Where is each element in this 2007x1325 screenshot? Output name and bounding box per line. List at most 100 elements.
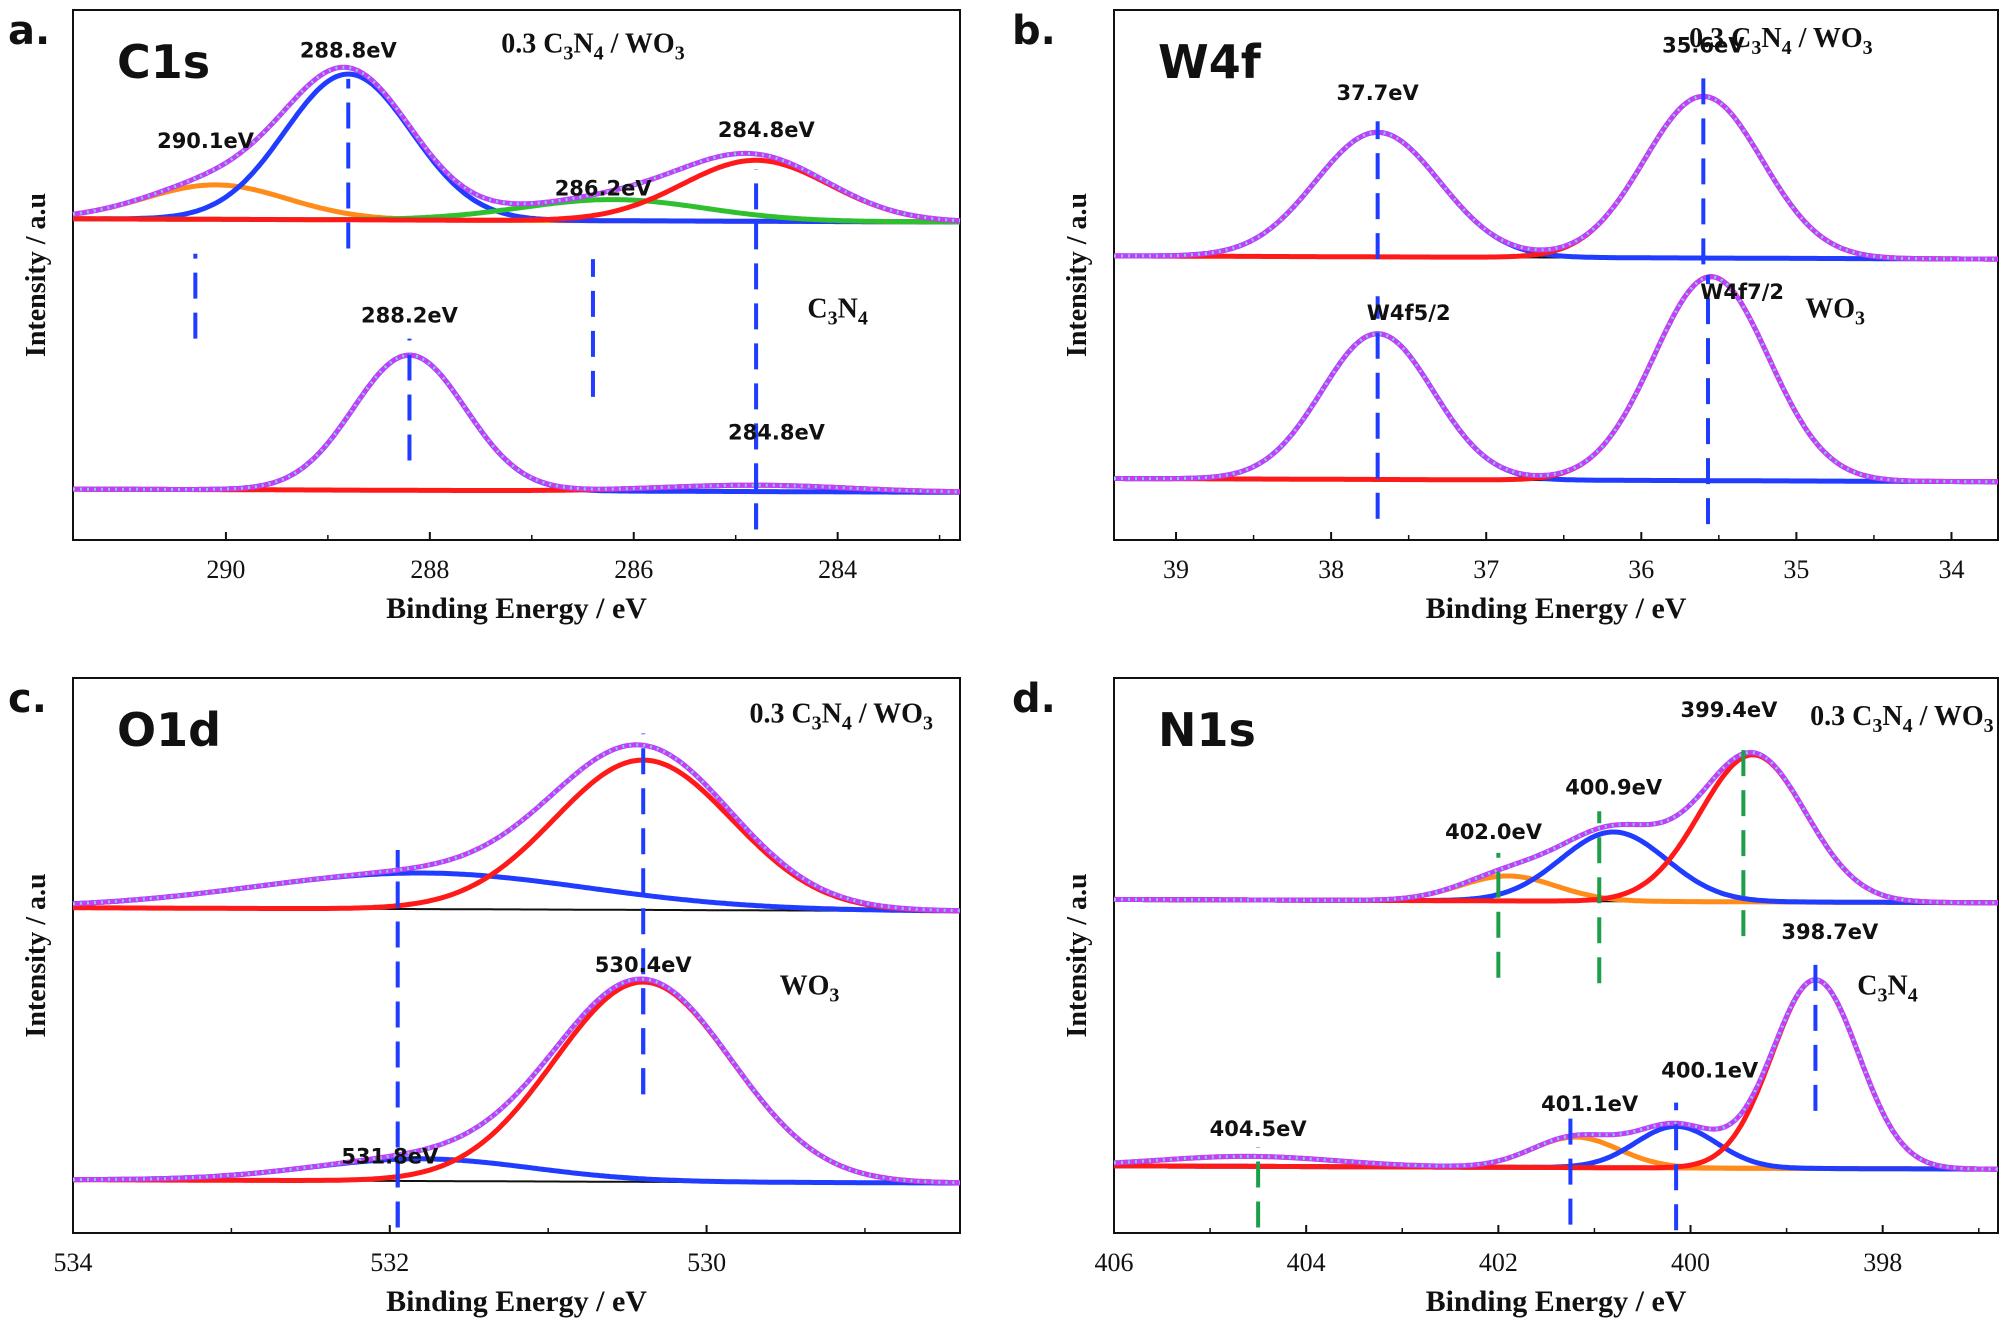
x-tick-label: 400	[1671, 1248, 1710, 1277]
raw-data-points	[1114, 275, 1998, 484]
fit-envelope	[73, 976, 960, 1186]
y-axis-label: Intensity / a.u	[1062, 873, 1093, 1037]
series-reference: W4f5/2 W4f7/2 WO3	[1114, 274, 1998, 525]
fit-component-peak-399.4	[1113, 752, 1998, 906]
panel-label: b.	[1012, 8, 1056, 54]
series-reference: 530.4eV 531.8eV WO3	[73, 953, 960, 1228]
series-composite: 402.0eV 400.9eV 399.4eV 0.3 C3N4 / WO3	[1113, 698, 1998, 984]
panel-title: O1d	[117, 703, 221, 757]
chart-c: 534 532 530 Binding Energy / eV Intensity / …	[8, 676, 961, 1318]
plot-frame	[1113, 677, 1999, 1234]
peak-label: 402.0eV	[1445, 820, 1543, 844]
x-tick-label: 406	[1095, 1248, 1134, 1277]
raw-data-dotted	[1114, 93, 1998, 262]
panel-title: W4f	[1158, 35, 1262, 89]
chart-b: 39 38 37 36 35 34 Binding Energy / eV Intensity…	[1012, 8, 1999, 625]
panel-label: d.	[1012, 676, 1056, 722]
y-axis-label: Intensity / a.u	[21, 873, 52, 1037]
fit-component-peak-288.2	[73, 352, 960, 495]
x-tick-label: 398	[1863, 1248, 1902, 1277]
x-axis-label: Binding Energy / eV	[386, 1285, 647, 1318]
plot-frame	[72, 677, 961, 1234]
fit-component-peak-530.4	[73, 979, 960, 1186]
x-tick-label: 534	[54, 1248, 93, 1277]
panel-title: N1s	[1158, 703, 1256, 757]
series-reference: 288.2eV 284.8eV C3N4	[73, 293, 961, 530]
sample-label: WO3	[780, 970, 840, 1006]
raw-data-points	[73, 353, 961, 494]
peak-label: 37.7eV	[1336, 81, 1419, 105]
raw-data-points	[72, 743, 961, 913]
panel-c1s: 290 288 286 284 Binding Energy / eV Intensity…	[0, 0, 1003, 662]
x-axis-label: Binding Energy / eV	[1426, 592, 1687, 625]
fit-component-peak-400.9	[1113, 829, 1998, 906]
panel-title: C1s	[117, 35, 210, 89]
x-tick-label: 34	[1938, 555, 1964, 584]
chart-a: 290 288 286 284 Binding Energy / eV Intensity…	[8, 8, 961, 625]
raw-data-points	[1113, 750, 1998, 905]
panel-o1d: 534 532 530 Binding Energy / eV Intensity / …	[0, 663, 1003, 1325]
plot-frame	[72, 9, 961, 541]
x-tick-label: 36	[1628, 555, 1654, 584]
fit-component-peak-284.8	[73, 157, 961, 224]
peak-label: 288.2eV	[361, 304, 459, 328]
peak-label: 286.2eV	[555, 177, 653, 201]
x-tick-label: 290	[206, 555, 245, 584]
x-tick-label: 288	[410, 555, 449, 584]
raw-data-points	[1114, 94, 1998, 261]
sample-label: 0.3 C3N4 / WO3	[501, 28, 685, 64]
fit-component-peak-37.7	[1114, 129, 1998, 262]
series-composite: 0.3 C3N4 / WO3	[72, 698, 961, 1228]
panel-label: a.	[8, 8, 50, 54]
peak-label: 401.1eV	[1541, 1092, 1639, 1116]
sample-label: C3N4	[1857, 970, 1917, 1006]
peak-label: W4f7/2	[1700, 280, 1784, 304]
panel-n1s: 406 404 402 400 398 Binding Energy / eV Intens…	[1004, 663, 2007, 1325]
series-reference: 404.5eV 401.1eV 400.1eV 398.7eV C3N4	[1113, 920, 1998, 1231]
peak-label: 400.1eV	[1661, 1059, 1759, 1083]
sample-label: 0.3 C3N4 / WO3	[1810, 701, 1994, 737]
fit-envelope	[73, 352, 961, 495]
peak-label: 398.7eV	[1781, 920, 1879, 944]
sample-label: 0.3 C3N4 / WO3	[1689, 23, 1873, 59]
fit-component-W4f7/2	[1114, 274, 1998, 485]
plot-frame	[1113, 9, 1999, 541]
fit-envelope	[1114, 93, 1998, 262]
x-tick-label: 404	[1287, 1248, 1326, 1277]
x-tick-label: 38	[1318, 555, 1344, 584]
x-tick-label: 35	[1783, 555, 1809, 584]
raw-data-dotted	[73, 976, 960, 1186]
peak-label: 531.8eV	[341, 1145, 439, 1169]
sample-label: WO3	[1805, 293, 1865, 329]
fit-component-W4f5/2	[1114, 331, 1998, 485]
sample-label: C3N4	[807, 293, 867, 329]
raw-data-dotted	[1114, 274, 1998, 485]
fit-envelope	[72, 64, 961, 224]
chart-d: 406 404 402 400 398 Binding Energy / eV Intens…	[1012, 676, 1999, 1318]
peak-label: 530.4eV	[595, 953, 693, 977]
peak-label: 288.8eV	[300, 39, 398, 63]
fit-envelope	[72, 742, 961, 914]
raw-data-dotted	[1113, 749, 1998, 906]
peak-label: 400.9eV	[1565, 776, 1663, 800]
peak-label: W4f5/2	[1367, 301, 1451, 325]
peak-label: 284.8eV	[728, 420, 826, 444]
raw-data-points	[1113, 978, 1998, 1171]
peak-label: 404.5eV	[1210, 1117, 1308, 1141]
fit-component-peak-35.6	[1114, 93, 1998, 262]
fit-envelope	[1113, 749, 1998, 906]
x-tick-label: 530	[687, 1248, 726, 1277]
x-tick-label: 37	[1473, 555, 1499, 584]
y-axis-label: Intensity / a.u	[1062, 193, 1093, 357]
x-axis-label: Binding Energy / eV	[386, 592, 647, 625]
peak-label: 35.6eV	[1662, 33, 1745, 57]
fit-envelope	[1114, 274, 1998, 485]
sample-label: 0.3 C3N4 / WO3	[749, 698, 933, 734]
x-tick-label: 286	[614, 555, 653, 584]
raw-data-points	[73, 977, 960, 1185]
x-tick-label: 284	[818, 555, 857, 584]
peak-label: 284.8eV	[718, 118, 816, 142]
peak-label: 290.1eV	[157, 129, 255, 153]
panel-label: c.	[8, 676, 47, 722]
